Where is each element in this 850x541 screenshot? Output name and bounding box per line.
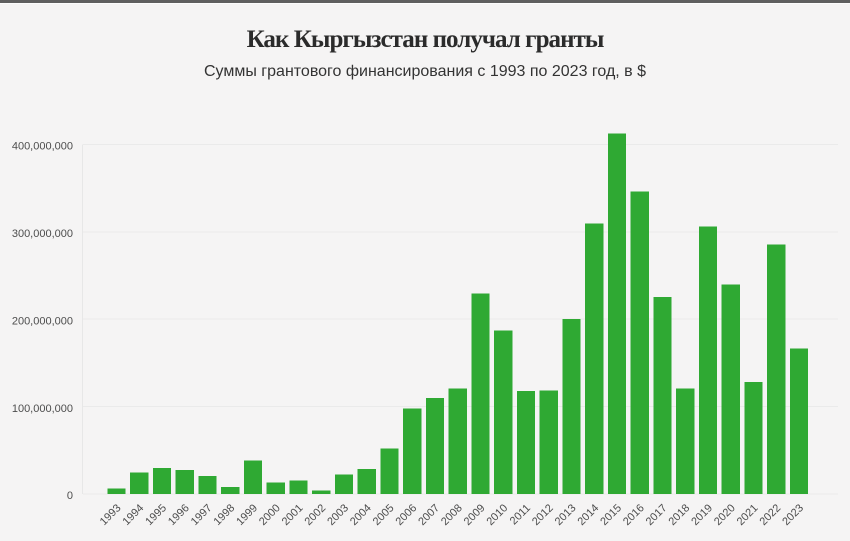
svg-text:2007: 2007: [416, 502, 442, 528]
svg-text:1993: 1993: [98, 502, 124, 528]
svg-text:2018: 2018: [666, 502, 692, 528]
svg-text:300,000,000: 300,000,000: [12, 228, 73, 240]
svg-text:2019: 2019: [689, 502, 715, 528]
svg-text:2002: 2002: [302, 502, 328, 528]
svg-text:200,000,000: 200,000,000: [12, 315, 73, 327]
svg-text:2008: 2008: [439, 502, 465, 528]
svg-text:2016: 2016: [621, 502, 647, 528]
svg-text:2003: 2003: [325, 502, 351, 528]
svg-text:2006: 2006: [393, 502, 419, 528]
svg-text:0: 0: [67, 490, 73, 502]
svg-text:2011: 2011: [508, 502, 533, 527]
svg-text:1996: 1996: [166, 502, 192, 528]
svg-text:400,000,000: 400,000,000: [12, 141, 73, 153]
svg-text:2023: 2023: [780, 502, 806, 528]
svg-text:2021: 2021: [735, 502, 761, 528]
svg-text:2022: 2022: [757, 502, 783, 528]
svg-text:2000: 2000: [257, 502, 283, 528]
svg-text:1999: 1999: [234, 502, 260, 528]
svg-text:1995: 1995: [143, 502, 169, 528]
svg-text:2012: 2012: [530, 502, 556, 528]
svg-text:2020: 2020: [712, 502, 738, 528]
svg-text:100,000,000: 100,000,000: [12, 403, 73, 415]
svg-text:2009: 2009: [462, 502, 488, 528]
svg-text:2001: 2001: [280, 502, 306, 528]
svg-text:2004: 2004: [348, 502, 374, 528]
svg-text:2015: 2015: [598, 502, 624, 528]
svg-text:2010: 2010: [484, 502, 510, 528]
svg-text:1998: 1998: [211, 502, 237, 528]
svg-text:2013: 2013: [553, 502, 579, 528]
svg-text:2005: 2005: [371, 502, 397, 528]
svg-text:2017: 2017: [644, 502, 670, 528]
svg-text:1994: 1994: [120, 502, 146, 528]
svg-text:2014: 2014: [575, 502, 601, 528]
svg-text:1997: 1997: [189, 502, 215, 528]
